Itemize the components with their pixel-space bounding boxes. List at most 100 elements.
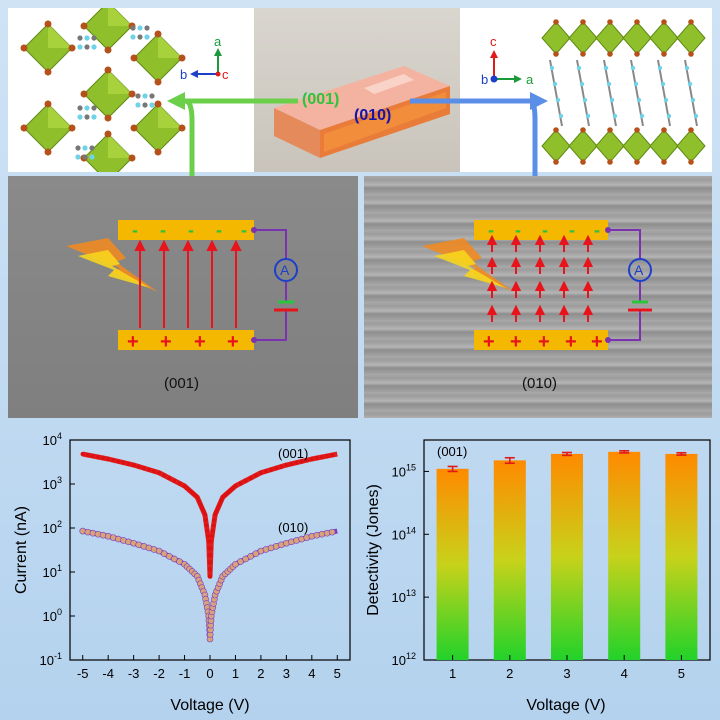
light-beam-icon [66,238,158,292]
negative-charge: - [132,220,138,240]
data-point [171,555,178,563]
external-circuit: A [605,227,652,343]
organic-atom [84,105,90,111]
halide-atom [178,124,186,132]
det-annotation: (001) [437,444,467,459]
data-point [151,469,157,474]
ammeter-icon [628,258,652,282]
organic-atom [657,65,663,71]
data-point [209,533,215,539]
light-beam-icon [422,238,514,292]
charge-arrow-head [486,234,498,245]
data-point [211,523,216,528]
data-point [141,465,147,471]
organic-atom [82,145,88,151]
organic-atom [693,113,699,119]
data-point [252,550,260,557]
organic-atom [576,65,582,71]
organic-atom [77,105,83,111]
axes-indicator-left: a b c [180,34,229,82]
charge-arrow-head [582,256,594,267]
halide-atom [154,100,162,108]
organic-atom [630,65,636,71]
data-point [263,469,269,474]
charge-arrow-head [510,280,522,291]
halide-atom [661,127,667,133]
organic-atom [84,44,90,50]
negative-charge: - [594,220,600,240]
top-electrode [474,220,608,240]
data-point [299,459,304,464]
organic-atom [77,114,83,120]
data-point [95,454,101,460]
organic-atom [549,65,555,71]
positive-charge: + [538,331,550,353]
negative-charge: - [188,220,194,240]
y-tick-label: 1012 [392,651,416,668]
crystal-structure-left: a b c [8,8,254,172]
halide-atom [80,90,88,98]
detectivity-bar [608,451,641,660]
data-point [172,478,177,483]
charge-arrow-head [486,304,498,315]
organic-atom [77,44,83,50]
data-point [212,512,218,517]
iv-x-axis-label: Voltage (V) [170,697,249,714]
charge-arrow-head [582,304,594,315]
halide-atom [580,51,586,57]
charge-arrow-head [582,280,594,291]
axis-label-b: b [180,67,187,82]
charge-arrow-head [558,280,570,291]
organic-atom [144,34,150,40]
data-point [90,453,96,459]
halide-atom [20,44,28,52]
organic-atom [687,81,693,87]
x-tick-label: -4 [102,666,114,681]
x-tick-label: 4 [621,666,628,681]
halide-atom [553,127,559,133]
organic-atom [77,35,83,41]
crystal-label-010: (010) [354,107,391,124]
data-point [217,502,222,507]
octahedron-facet [48,104,72,128]
organic-atom [89,154,95,160]
halide-atom [607,51,613,57]
data-point [210,528,215,533]
data-point [284,462,289,468]
series-label-010: (010) [278,520,308,535]
halide-atom [68,44,76,52]
detectivity-bar [550,453,584,660]
detectivity-bar [665,453,698,660]
external-circuit: A [251,227,298,343]
y-tick-label: 1014 [392,525,416,542]
charge-arrow-head [534,280,546,291]
halide-atom [688,51,694,57]
halide-atom [688,159,694,165]
halide-atom [634,127,640,133]
halide-atom [44,68,52,76]
octahedron-facet [158,104,182,128]
data-point [328,528,336,536]
data-point [146,467,152,472]
x-tick-label: 0 [206,666,213,681]
data-point [273,465,279,471]
halide-atom [68,124,76,132]
organic-atom [660,81,666,87]
halide-atom [580,19,586,25]
halide-atom [688,19,694,25]
organic-atom [612,113,618,119]
organic-atom [135,102,141,108]
y-tick-label: 103 [43,475,62,492]
charge-arrow-head [582,234,594,245]
y-tick-label: 101 [43,563,62,580]
charge-arrow-head [510,256,522,267]
organic-atom [690,97,696,103]
halide-atom [20,124,28,132]
bottom-electrode [118,330,254,350]
halide-atom [44,20,52,28]
data-point [204,523,209,528]
axis-label-c-right: c [490,34,497,49]
x-tick-label: -2 [153,666,165,681]
data-point [319,454,325,460]
halide-atom [178,54,186,62]
